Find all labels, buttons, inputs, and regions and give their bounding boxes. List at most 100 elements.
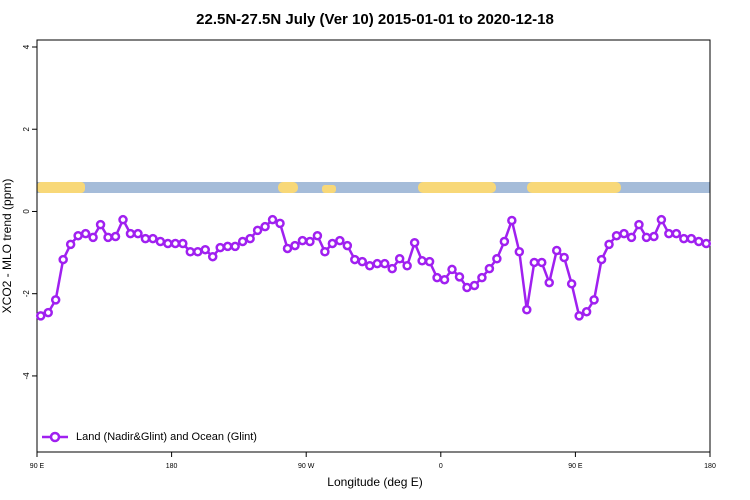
data-point <box>402 260 412 271</box>
data-point <box>581 307 592 317</box>
y-axis-label: XCO2 - MLO trend (ppm) <box>0 179 14 314</box>
data-point <box>514 247 525 257</box>
data-point <box>110 231 121 242</box>
data-point <box>148 233 158 244</box>
data-point <box>43 307 53 318</box>
data-point <box>275 218 285 229</box>
data-point <box>686 233 697 244</box>
x-axis-label: Longitude (deg E) <box>327 475 422 489</box>
data-point <box>462 282 472 293</box>
data-point <box>544 277 554 288</box>
data-point <box>282 243 293 254</box>
data-point <box>178 238 188 249</box>
data-point <box>73 230 83 241</box>
data-point <box>245 233 255 244</box>
data-point <box>125 228 136 239</box>
y-tick-label: 0 <box>22 209 31 214</box>
data-point <box>454 272 465 282</box>
data-point <box>484 263 495 274</box>
data-point <box>350 254 360 265</box>
data-point <box>701 238 712 249</box>
data-point <box>297 235 308 246</box>
data-point <box>118 214 128 225</box>
data-point <box>222 241 233 252</box>
data-point <box>559 252 569 263</box>
data-point <box>237 236 248 247</box>
data-point <box>50 295 61 305</box>
data-point <box>379 258 390 269</box>
data-point <box>492 253 502 264</box>
data-point <box>335 235 345 246</box>
data-point <box>469 280 480 291</box>
data-point <box>155 236 166 247</box>
data-point <box>372 258 382 269</box>
data-point <box>365 260 375 271</box>
legend-label: Land (Nadir&Glint) and Ocean (Glint) <box>76 431 257 443</box>
legend: Land (Nadir&Glint) and Ocean (Glint) <box>42 431 257 443</box>
data-point <box>252 225 263 236</box>
x-tick-label: 90 W <box>298 463 315 470</box>
data-point <box>679 233 689 244</box>
data-point <box>641 232 652 243</box>
data-point <box>357 256 368 267</box>
data-point <box>626 232 637 243</box>
data-point <box>664 228 674 239</box>
data-point <box>95 219 106 230</box>
data-point <box>589 295 599 305</box>
data-point <box>35 311 46 321</box>
data-point <box>507 215 517 226</box>
data-point <box>207 251 218 262</box>
data-point <box>267 214 278 225</box>
data-point <box>649 231 659 242</box>
data-point <box>634 219 644 230</box>
data-point <box>417 256 427 266</box>
data-point <box>529 257 540 268</box>
data-point <box>424 256 435 267</box>
data-point <box>566 279 577 289</box>
data-point <box>260 221 270 232</box>
data-point <box>58 254 68 265</box>
map-strip <box>37 182 710 193</box>
data-point <box>611 230 622 241</box>
data-point <box>477 272 487 283</box>
data-point <box>133 228 143 239</box>
data-point <box>320 247 330 257</box>
chart-title: 22.5N-27.5N July (Ver 10) 2015-01-01 to … <box>196 11 554 28</box>
data-point <box>65 239 76 250</box>
data-point <box>499 236 510 247</box>
y-tick-label: -4 <box>22 372 31 380</box>
data-point <box>290 240 300 251</box>
data-point <box>574 311 584 321</box>
y-tick-label: 2 <box>22 126 31 131</box>
x-tick-label: 180 <box>704 463 716 470</box>
data-point <box>327 238 338 249</box>
data-point <box>88 232 98 243</box>
data-point <box>200 244 210 255</box>
data-point <box>312 230 323 241</box>
data-point <box>537 257 547 268</box>
data-point <box>656 214 667 225</box>
y-tick-label: -2 <box>22 290 31 298</box>
x-tick-label: 90 E <box>30 463 45 470</box>
data-point <box>80 228 91 239</box>
data-point <box>409 237 420 248</box>
legend-marker <box>49 431 61 443</box>
data-point <box>215 242 225 253</box>
data-point <box>522 304 532 315</box>
data-point <box>671 228 682 239</box>
x-tick-label: 180 <box>166 463 178 470</box>
y-tick-label: 4 <box>22 44 31 49</box>
data-point <box>230 241 240 252</box>
data-point <box>694 236 704 247</box>
data-point <box>140 233 151 244</box>
data-point <box>193 247 203 257</box>
data-point <box>551 245 562 256</box>
data-point <box>447 264 457 275</box>
data-point <box>170 238 181 249</box>
x-tick-label: 90 E <box>568 463 583 470</box>
data-point <box>432 272 442 283</box>
data-point <box>439 274 450 285</box>
data-point <box>604 239 614 250</box>
data-point <box>619 228 629 239</box>
